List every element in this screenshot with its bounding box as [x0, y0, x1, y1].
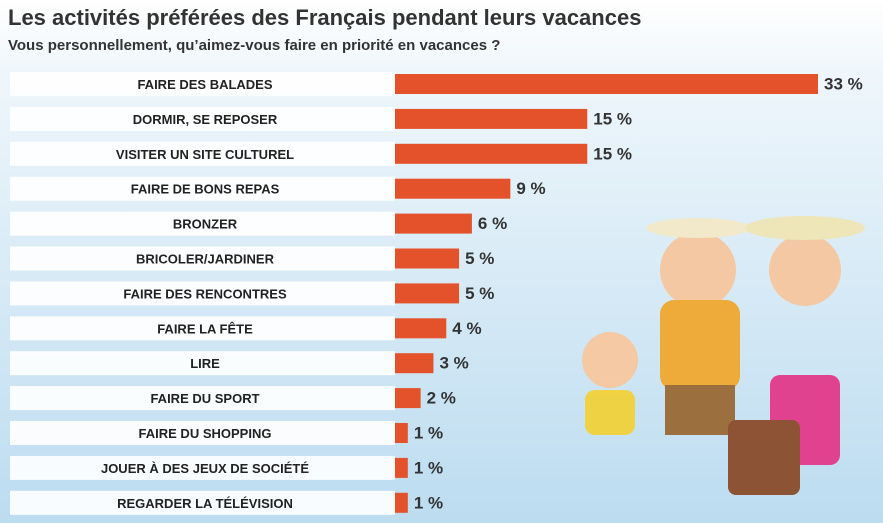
bar: [395, 108, 588, 129]
bar: [395, 318, 447, 339]
category-label: FAIRE DES RENCONTRES: [123, 286, 287, 301]
value-label: 5 %: [465, 249, 494, 268]
illustration: [582, 216, 865, 495]
bar: [395, 178, 511, 199]
row-band: [10, 246, 395, 271]
value-label: 1 %: [414, 423, 443, 442]
row-band: [10, 141, 395, 166]
value-label: 2 %: [427, 389, 456, 408]
category-label: FAIRE DU SHOPPING: [139, 426, 272, 441]
bar: [395, 353, 434, 374]
category-label: VISITER UN SITE CULTUREL: [116, 147, 294, 162]
category-label: BRICOLER/JARDINER: [136, 252, 275, 267]
category-label: FAIRE DU SPORT: [150, 391, 259, 406]
value-label: 1 %: [414, 458, 443, 477]
bar: [395, 213, 472, 234]
category-label: BRONZER: [173, 217, 238, 232]
row-band: [10, 211, 395, 236]
category-label: FAIRE LA FÊTE: [157, 321, 253, 336]
value-label: 9 %: [516, 179, 545, 198]
bar: [395, 74, 818, 94]
row-band: [10, 72, 395, 96]
value-label: 15 %: [593, 109, 632, 128]
row-band: [10, 490, 395, 515]
rows: FAIRE DES BALADES 33 % DORMIR, SE REPOSER 1…: [10, 72, 863, 515]
value-label: 6 %: [478, 214, 507, 233]
row-band: [10, 455, 395, 480]
bar: [395, 492, 408, 513]
row-band: [10, 316, 395, 341]
value-label: 3 %: [439, 354, 468, 373]
chart-subtitle: Vous personnellement, qu’aimez-vous fair…: [8, 37, 500, 54]
value-label: 15 %: [593, 144, 632, 163]
category-label: JOUER À DES JEUX DE SOCIÉTÉ: [101, 461, 309, 476]
row-band: [10, 176, 395, 201]
bar: [395, 457, 408, 478]
row-band: [10, 351, 395, 376]
category-label: DORMIR, SE REPOSER: [133, 112, 278, 127]
value-label: 5 %: [465, 284, 494, 303]
bar: [395, 423, 408, 443]
value-label: 4 %: [452, 319, 481, 338]
category-label: FAIRE DES BALADES: [137, 77, 272, 92]
bar: [395, 388, 421, 409]
value-label: 1 %: [414, 493, 443, 512]
bar: [395, 143, 588, 164]
category-label: FAIRE DE BONS REPAS: [131, 182, 280, 197]
row-band: [10, 281, 395, 306]
value-label: 33 %: [824, 74, 863, 93]
category-label: REGARDER LA TÉLÉVISION: [117, 496, 293, 511]
category-label: LIRE: [190, 356, 220, 371]
row-band: [10, 386, 395, 411]
row-band: [10, 106, 395, 131]
chart-title: Les activités préférées des Français pen…: [8, 5, 641, 30]
bar: [395, 248, 460, 269]
row-band: [10, 421, 395, 445]
bar: [395, 283, 460, 304]
